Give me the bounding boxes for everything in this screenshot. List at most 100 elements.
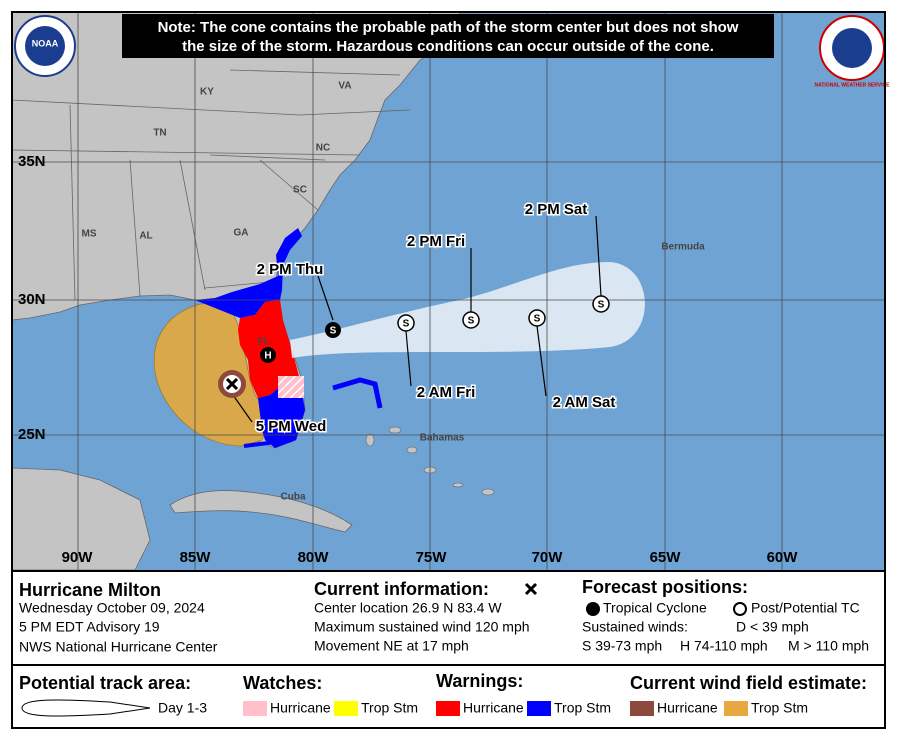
tropical-cyclone-icon [586, 602, 600, 616]
bahamas-islands [452, 482, 464, 488]
forecast-point-s: S [397, 314, 415, 332]
leader-lines [405, 330, 412, 387]
nws-logo [832, 28, 872, 68]
forecast-key: M > 110 mph [788, 638, 869, 654]
forecast-time-label: 2 AM Sat [553, 394, 616, 411]
place-label: SC [293, 185, 307, 196]
leader-lines [317, 275, 334, 321]
forecast-time-label: 2 AM Fri [417, 384, 476, 401]
state-borders [11, 149, 361, 156]
forecast-time-label: 5 PM Wed [256, 418, 327, 435]
point-symbol: H [264, 351, 271, 362]
forecast-title: Forecast positions: [582, 577, 748, 597]
place-label: VA [338, 81, 351, 92]
forecast-point-s [528, 309, 546, 327]
forecast-cone [290, 262, 645, 358]
leader-lines [232, 215, 602, 423]
forecast-point-h [260, 347, 276, 363]
leader-lines [595, 215, 602, 297]
frame [11, 11, 886, 729]
point-symbol: S [403, 319, 410, 330]
state-borders [209, 154, 326, 161]
forecast-point-s: S [325, 322, 341, 338]
place-label: Cuba [281, 492, 306, 503]
legend-item: Trop Stm [361, 700, 418, 716]
leader-lines [536, 325, 547, 397]
noaa-logo [25, 26, 65, 66]
legend-title: Warnings: [436, 671, 523, 691]
current-x-icon [524, 582, 538, 596]
legend-item: Hurricane [270, 700, 331, 716]
info-line: NWS National Hurricane Center [19, 639, 218, 655]
place-label: KY [200, 87, 214, 98]
latitude-label: 35N [18, 153, 46, 170]
warning-keys [243, 438, 293, 448]
forecast-point-s [397, 314, 415, 332]
longitude-label: 70W [532, 549, 564, 566]
current-line: Maximum sustained wind 120 mph [314, 619, 530, 635]
current-title: Current information: [314, 579, 489, 599]
longitude-labels: 90W 85W 80W 75W 70W 65W 60W [62, 549, 799, 566]
land-cuba [169, 490, 353, 533]
storm-name: Hurricane Milton [19, 580, 161, 600]
forecast-point-s [462, 311, 480, 329]
nws-logo: NATIONAL WEATHER SERVICE [815, 15, 891, 88]
swatch [630, 701, 654, 716]
place-label: NC [316, 143, 330, 154]
bahamas-islands [365, 426, 495, 496]
swatch [436, 701, 460, 716]
cone-icon [21, 699, 151, 717]
forecast-time-label: 2 PM Fri [407, 233, 465, 250]
swatch [334, 701, 358, 716]
latitude-label: 30N [18, 291, 46, 308]
legend-item: Trop Stm [751, 700, 808, 716]
bahamas-islands [365, 433, 375, 447]
longitude-label: 60W [767, 549, 799, 566]
legend-item: Hurricane [657, 700, 718, 716]
legend-item: Trop Stm [554, 700, 611, 716]
info-line: Wednesday October 09, 2024 [19, 600, 205, 616]
longitude-label: 75W [416, 549, 448, 566]
grid-lines [12, 12, 885, 570]
latitude-label: 25N [18, 426, 46, 443]
place-label: AL [139, 231, 152, 242]
noaa-logo: NOAA [14, 15, 76, 77]
state-borders [11, 69, 411, 301]
current-position [218, 370, 246, 398]
place-label: GA [234, 228, 249, 239]
info-line: 5 PM EDT Advisory 19 [19, 619, 160, 635]
longitude-label: 65W [650, 549, 682, 566]
state-borders [179, 159, 206, 291]
forecast-point-s [592, 295, 610, 313]
state-borders [11, 99, 411, 116]
place-label: TN [153, 128, 166, 139]
forecast-key: Tropical Cyclone [603, 600, 707, 616]
legend-title: Current wind field estimate: [630, 673, 867, 693]
logo-text: NOAA [32, 38, 59, 48]
logo-text: NATIONAL WEATHER SERVICE [815, 82, 891, 88]
swatch [527, 701, 551, 716]
point-symbol: S [598, 300, 605, 311]
current-line: Center location 26.9 N 83.4 W [314, 600, 502, 616]
forecast-time-label: 2 PM Sat [525, 201, 588, 218]
state-borders [259, 159, 319, 211]
forecast-key: Post/Potential TC [751, 600, 860, 616]
forecast-point-s: S [462, 311, 480, 329]
place-label: Bermuda [661, 242, 705, 253]
forecast-point-s [325, 322, 341, 338]
bahamas-islands [481, 488, 495, 496]
forecast-key: D < 39 mph [736, 619, 809, 635]
state-borders [69, 104, 76, 301]
forecast-point-s: S [528, 309, 546, 327]
place-label: Bahamas [420, 433, 465, 444]
tropical-storm-warning-north [195, 228, 302, 318]
legend-item: Hurricane [463, 700, 524, 716]
post-tc-icon [733, 602, 747, 616]
current-line: Movement NE at 17 mph [314, 638, 469, 654]
forecast-key: H 74-110 mph [680, 638, 768, 654]
longitude-label: 80W [298, 549, 330, 566]
longitude-label: 90W [62, 549, 94, 566]
swatch [243, 701, 267, 716]
note-line: Note: The cone contains the probable pat… [158, 19, 739, 36]
